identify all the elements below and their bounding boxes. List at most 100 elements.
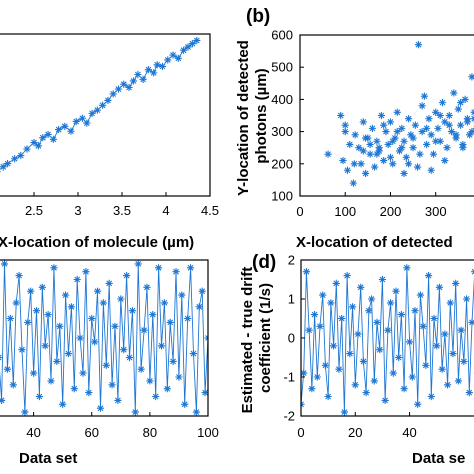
panel-d-data-point [397, 311, 406, 319]
panel-d-ytick-label: 1 [288, 292, 295, 307]
panel-a-data-point [11, 155, 19, 163]
panel-c-data-point [44, 311, 52, 319]
panel-a-data-point [188, 40, 196, 48]
panel-c-data-point [195, 303, 203, 311]
panel-d-data-point [338, 314, 346, 323]
panel-d-data-point [343, 272, 351, 280]
panel-d-data-point [449, 350, 457, 358]
panel-c-data-point [85, 389, 93, 397]
panel-b-data-point [445, 111, 453, 120]
panel-c-data-point [140, 326, 148, 334]
panel-d-data-point [441, 330, 449, 338]
panel-c-data-point [56, 322, 64, 330]
panel-b-data-point [423, 124, 431, 132]
panel-c-data-point [67, 303, 75, 311]
panel-a-data-point [99, 101, 107, 109]
panel-b-data-point [398, 144, 406, 152]
panel-a-data-point [153, 61, 161, 69]
panel-b-data-point [427, 131, 435, 139]
panel-b-data-point [361, 169, 370, 178]
panel-a-data-point [61, 122, 69, 130]
panel-b-data-point [384, 140, 392, 149]
panel-a-data-point [109, 90, 117, 98]
panel-d-data-point [329, 342, 338, 350]
panel-d-data-point [348, 303, 357, 311]
panel-b-data-point [425, 115, 433, 123]
panel-c-xtick-label: 60 [84, 425, 98, 440]
panel-a-data-point [134, 70, 142, 79]
panel-b-data-point [438, 99, 447, 107]
panel-b-ytick-label: 500 [271, 60, 293, 75]
panel-b-ytick-label: 600 [271, 28, 293, 43]
panel-d-data-point [414, 400, 422, 408]
panel-c-data-point [70, 385, 78, 393]
panel-d-data-point [462, 295, 471, 303]
panel-d-data-point [324, 392, 332, 401]
panel-c-data-point [0, 354, 3, 361]
panel-b-data-point [423, 140, 431, 149]
panel-a-data-point [88, 109, 96, 117]
panel-c-data-point [18, 346, 26, 354]
panel-b-data-point [418, 102, 426, 110]
panel-d-xticks: 0 20 40 [297, 412, 417, 440]
panel-b-ylabel: Y-location of detected photons (µm) [235, 36, 270, 196]
panel-b-data-point [445, 121, 453, 129]
panel-b-data-point [407, 131, 415, 139]
panel-d-data-point [395, 353, 403, 362]
panel-d-data-point [419, 322, 427, 330]
panel-d-data-point [411, 307, 419, 315]
panel-c-data-point [111, 322, 119, 330]
panel-d-data-point [424, 272, 433, 280]
panel-d-data-point [384, 326, 392, 334]
panel-b-data-point [343, 166, 352, 174]
panel-b-data-point [468, 128, 474, 136]
panel-c-xlabel: Data set [19, 450, 77, 467]
panel-c-data-point [41, 342, 49, 350]
panel-d-data-point [359, 357, 368, 365]
panel-a-xtick-label: 2.5 [25, 203, 43, 218]
panel-c-data-point [50, 264, 58, 272]
panel-a-data-point [67, 127, 75, 135]
panel-a-data-point [93, 106, 101, 114]
panel-b-data-point [409, 134, 417, 142]
panel-c-data-point [12, 299, 20, 307]
panel-b-data-point [414, 163, 422, 171]
panel-b-xtick-label: 200 [380, 204, 402, 219]
panel-b-ytick-label: 100 [271, 189, 293, 204]
panel-a-data-point [17, 151, 25, 160]
panel-b-data-point [470, 115, 474, 123]
panel-b-data-point [324, 150, 332, 158]
panel-d: (d) 0 20 40 -2 -1 0 1 2 Data se Estimated - tr… [239, 252, 474, 467]
panel-b-data-point [366, 140, 374, 149]
panel-d-data-point [308, 385, 316, 393]
panel-d-data-point [433, 342, 441, 350]
panel-a-data-point [49, 135, 57, 143]
panel-b-data-point [459, 144, 467, 152]
panel-c-data-point [82, 268, 90, 276]
panel-b-data-point [463, 118, 471, 126]
panel-c-data-point [30, 369, 38, 377]
panel-a-xlabel: X-location of molecule (µm) [0, 234, 194, 251]
panel-c-data-point [143, 283, 151, 291]
panel-a-series-line [0, 40, 198, 170]
panel-d-data-point [376, 346, 384, 354]
panel-a-data-point [125, 83, 133, 92]
panel-b-data-point [436, 137, 444, 145]
panel-b-data-point [436, 111, 444, 120]
panel-b-data-point [429, 150, 438, 158]
panel-c-data-point [73, 275, 81, 284]
panel-d-xtick-label: 20 [348, 425, 362, 440]
panel-d-ytick-label: -2 [283, 409, 295, 424]
panel-a-data-point [129, 77, 138, 85]
panel-b-data-point [337, 111, 345, 120]
panel-d-data-point [381, 396, 389, 404]
panel-b-data-point [434, 124, 442, 132]
panel-c-data-point [3, 365, 12, 373]
panel-b-data-point [456, 99, 465, 107]
panel-b-data-point [341, 121, 349, 129]
panel-c-data-point [114, 396, 122, 404]
panel-b-xticks: 0 100 200 300 [296, 192, 447, 219]
panel-d-data-point [332, 279, 340, 287]
panel-b-data-point [452, 131, 460, 139]
